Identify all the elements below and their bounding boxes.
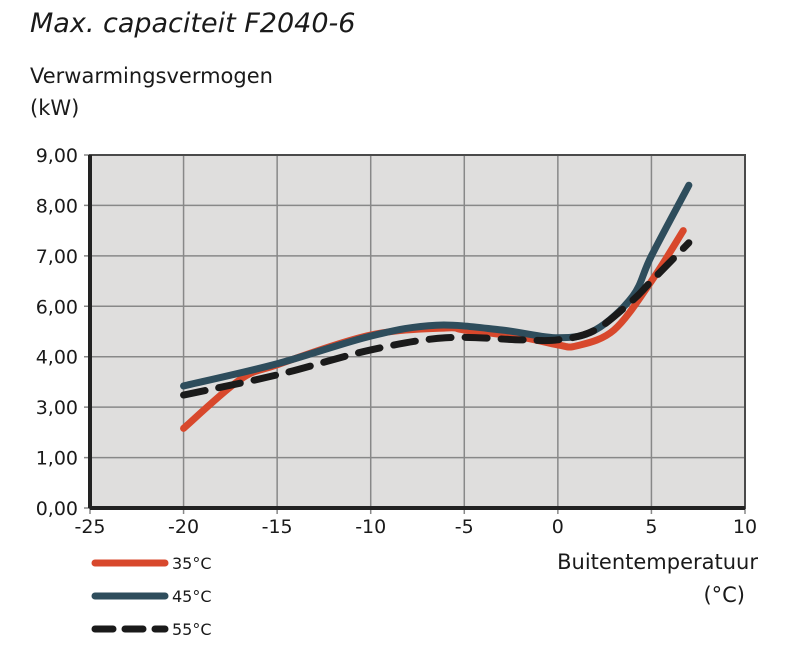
x-tick-label: -5 xyxy=(455,516,474,538)
x-tick-label: -25 xyxy=(74,516,105,538)
x-tick-label: -15 xyxy=(262,516,293,538)
x-tick-label: 0 xyxy=(552,516,564,538)
y-axis-unit: (kW) xyxy=(30,96,80,120)
y-tick-label: 9,00 xyxy=(36,145,78,167)
x-tick-label: -10 xyxy=(355,516,386,538)
x-axis-unit: (°C) xyxy=(703,583,745,607)
x-tick-label: 5 xyxy=(645,516,657,538)
y-axis-label: Verwarmingsvermogen xyxy=(30,64,273,88)
series-line-45c xyxy=(180,181,693,390)
y-tick-label: 8,00 xyxy=(36,195,78,217)
y-tick-label: 0,00 xyxy=(36,498,78,520)
y-tick-label: 4,00 xyxy=(36,347,78,369)
x-tick-label: 10 xyxy=(733,516,757,538)
legend-label: 55°C xyxy=(172,620,212,639)
y-tick-label: 6,00 xyxy=(36,296,78,318)
y-tick-label: 1,00 xyxy=(36,448,78,470)
legend-label: 35°C xyxy=(172,554,212,573)
x-axis-label: Buitentemperatuur xyxy=(557,550,758,574)
legend-label: 45°C xyxy=(172,587,212,606)
series-line-55c xyxy=(180,239,693,399)
y-tick-label: 7,00 xyxy=(36,246,78,268)
x-tick-label: -20 xyxy=(168,516,199,538)
y-tick-label: 3,00 xyxy=(36,397,78,419)
chart-title: Max. capaciteit F2040-6 xyxy=(30,8,356,39)
